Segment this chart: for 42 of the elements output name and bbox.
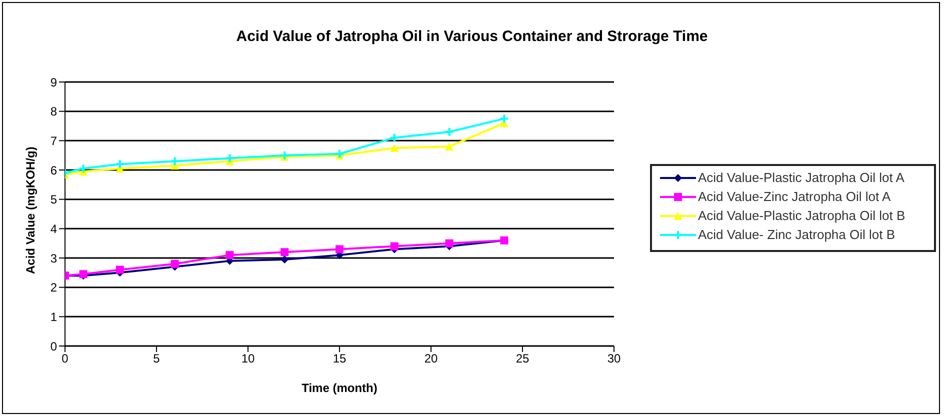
y-tick-label: 6 (50, 163, 58, 178)
point (170, 156, 180, 166)
point (445, 239, 454, 248)
x-tick-label: 20 (424, 352, 438, 366)
point (389, 132, 400, 143)
point (116, 266, 124, 274)
point (280, 255, 289, 264)
point (170, 260, 179, 268)
legend-label: Acid Value- Zinc Jatropha Oil lot B (698, 227, 896, 242)
point (336, 245, 344, 254)
x-tick-label: 10 (241, 352, 255, 366)
y-axis-title: Acid Value (mgKOH/g) (23, 146, 38, 274)
x-tick-label: 0 (62, 352, 69, 366)
y-tick-label: 7 (50, 134, 58, 148)
x-tick-label: 5 (153, 352, 160, 366)
point (390, 144, 398, 152)
x-tick-label: 30 (607, 352, 621, 366)
y-tick-label: 5 (50, 192, 58, 207)
legend-label: Acid Value-Plastic Jatropha Oil lot A (698, 170, 904, 185)
point (224, 153, 235, 164)
point (334, 148, 344, 159)
point (444, 126, 454, 137)
y-tick-label: 3 (50, 251, 58, 266)
y-tick-label: 8 (50, 104, 58, 119)
y-tick-label: 1 (50, 310, 58, 324)
legend-label: Acid Value-Zinc Jatropha Oil lot A (698, 189, 891, 204)
point (445, 142, 454, 151)
chart-title: Acid Value of Jatropha Oil in Various Container and Strorage Time (235, 28, 709, 45)
y-tick-label: 2 (50, 280, 58, 295)
point (390, 242, 398, 250)
point (280, 150, 290, 160)
y-tick-label: 4 (50, 222, 58, 236)
point (226, 251, 234, 260)
x-tick-label: 15 (332, 352, 346, 366)
x-axis-title: Time (month) (302, 381, 378, 395)
legend-label: Acid Value-Plastic Jatropha Oil lot B (698, 208, 906, 223)
y-tick-label: 9 (50, 75, 58, 90)
point (280, 248, 289, 256)
point (114, 159, 125, 170)
y-tick-label: 0 (50, 339, 58, 354)
x-tick-label: 25 (516, 352, 530, 366)
point (78, 164, 88, 174)
